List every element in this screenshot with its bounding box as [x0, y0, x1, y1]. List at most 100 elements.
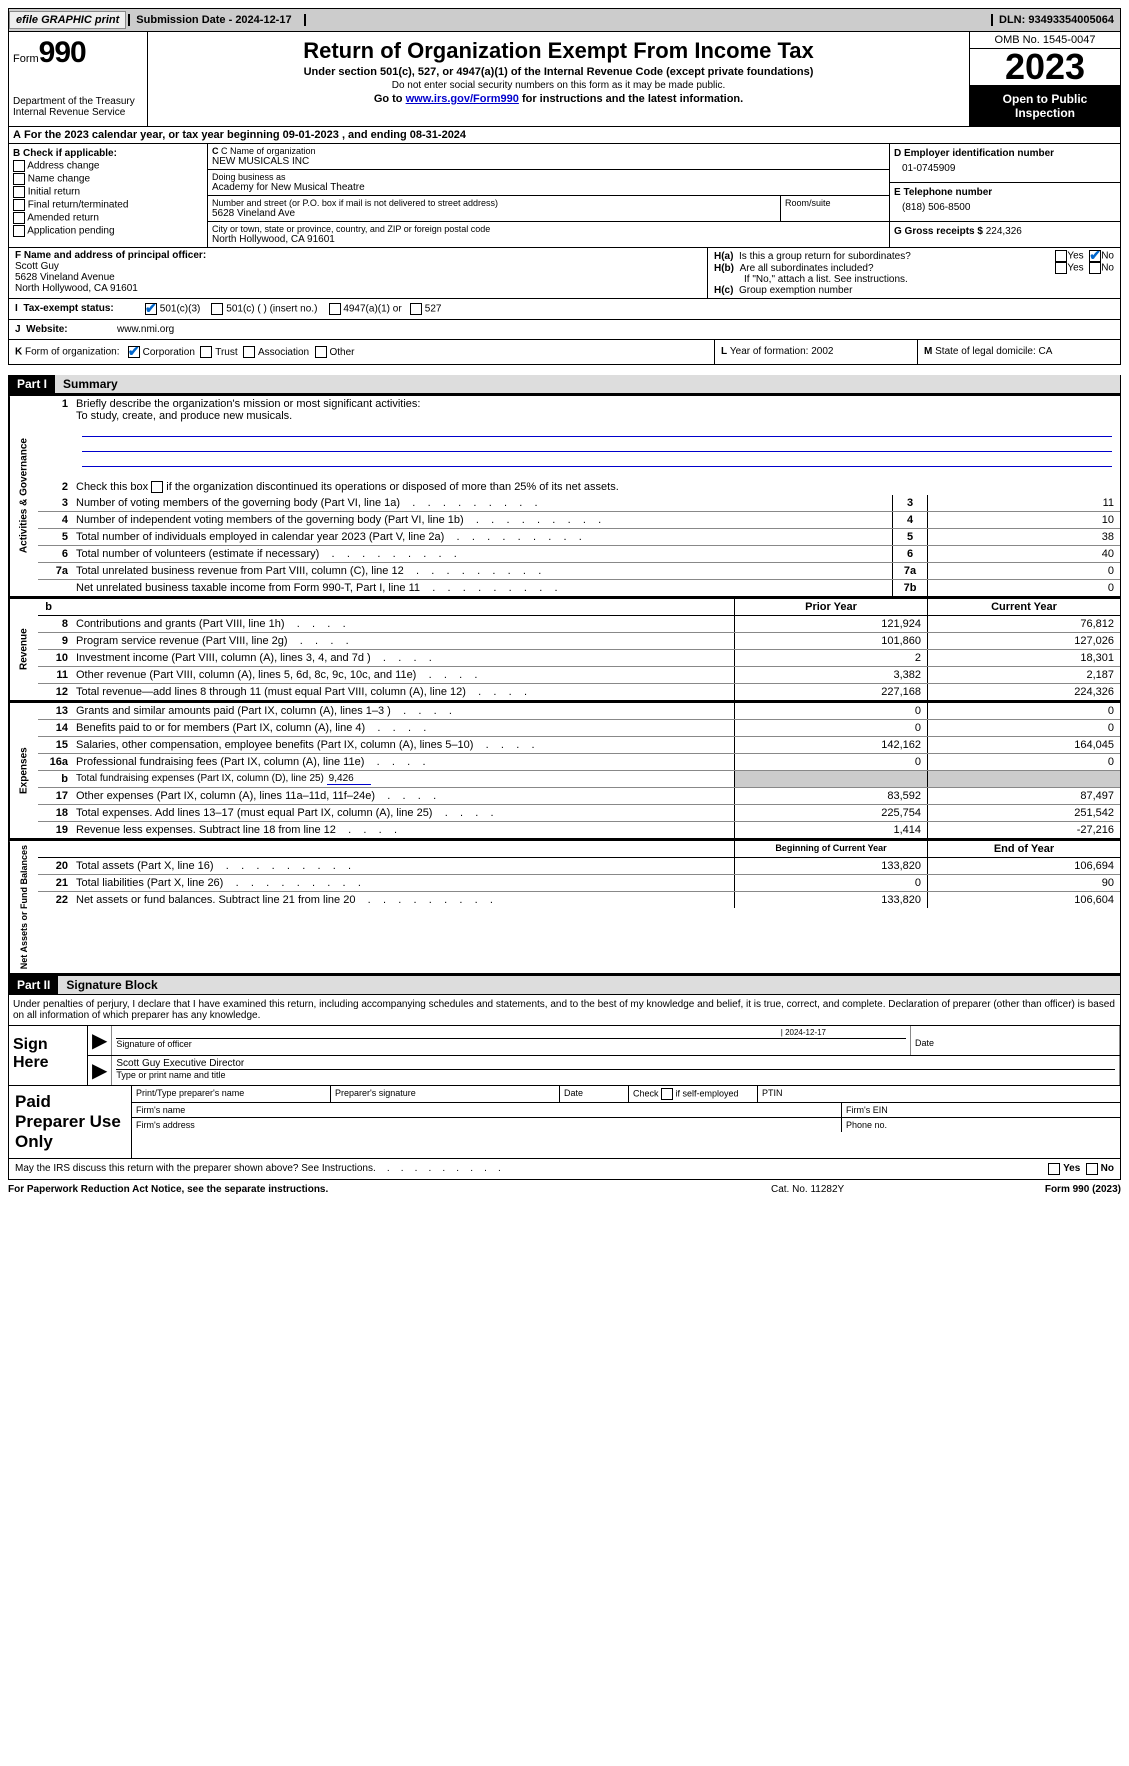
dln: DLN: 93493354005064 [991, 14, 1120, 26]
arrow-icon: ▶ [88, 1056, 112, 1085]
summary-row: 11Other revenue (Part VIII, column (A), … [38, 667, 1120, 684]
box-c: C C Name of organization NEW MUSICALS IN… [208, 144, 889, 247]
checkbox[interactable] [315, 346, 327, 358]
summary-row: Net unrelated business taxable income fr… [38, 580, 1120, 596]
part2-header: Part II Signature Block [8, 974, 1121, 995]
summary-row: 20Total assets (Part X, line 16)133,8201… [38, 858, 1120, 875]
checkbox[interactable] [128, 346, 140, 358]
box-d: D Employer identification number 01-0745… [889, 144, 1120, 247]
checkbox-line: Amended return [13, 212, 203, 224]
submission-date: Submission Date - 2024-12-17 [128, 14, 305, 26]
summary-row: 12Total revenue—add lines 8 through 11 (… [38, 684, 1120, 700]
box-f: F Name and address of principal officer:… [9, 248, 707, 298]
mission: To study, create, and produce new musica… [76, 410, 292, 422]
officer-name: Scott Guy Executive Director [116, 1058, 1115, 1070]
checkbox-line: Final return/terminated [13, 199, 203, 211]
summary-row: 10Investment income (Part VIII, column (… [38, 650, 1120, 667]
checkbox-line: Name change [13, 173, 203, 185]
header-left: Form990 Department of the Treasury Inter… [9, 32, 148, 126]
summary-row: 4Number of independent voting members of… [38, 512, 1120, 529]
row-k: K Form of organization: Corporation Trus… [8, 340, 1121, 365]
checkbox[interactable] [13, 173, 25, 185]
city-state-zip: North Hollywood, CA 91601 [212, 234, 885, 245]
goto-line: Go to www.irs.gov/Form990 for instructio… [168, 93, 949, 105]
checkbox[interactable] [200, 346, 212, 358]
goto-link[interactable]: www.irs.gov/Form990 [406, 93, 519, 105]
form-title: Return of Organization Exempt From Incom… [168, 38, 949, 64]
checkbox[interactable] [13, 225, 25, 237]
ssn-note: Do not enter social security numbers on … [168, 80, 949, 91]
checkbox[interactable] [1055, 250, 1067, 262]
arrow-icon: ▶ [88, 1026, 112, 1055]
gross-receipts: 224,326 [986, 226, 1022, 237]
checkbox[interactable] [1086, 1163, 1098, 1175]
form-label: Form [13, 53, 39, 65]
dba: Academy for New Musical Theatre [212, 182, 885, 193]
summary-row: 13Grants and similar amounts paid (Part … [38, 703, 1120, 720]
box-h: H(a) Is this a group return for subordin… [707, 248, 1120, 298]
section-governance: Activities & Governance 1 Briefly descri… [8, 394, 1121, 597]
open-public: Open to Public Inspection [970, 86, 1120, 126]
discuss-row: May the IRS discuss this return with the… [8, 1159, 1121, 1180]
checkbox[interactable] [13, 186, 25, 198]
header-right: OMB No. 1545-0047 2023 Open to Public In… [969, 32, 1120, 126]
checkbox[interactable] [151, 481, 163, 493]
dept-label: Department of the Treasury Internal Reve… [13, 96, 143, 118]
website: www.nmi.org [111, 320, 1120, 339]
phone: (818) 506-8500 [894, 198, 1116, 217]
summary-row: 18Total expenses. Add lines 13–17 (must … [38, 805, 1120, 822]
checkbox[interactable] [1055, 262, 1067, 274]
summary-row: 3Number of voting members of the governi… [38, 495, 1120, 512]
tax-year: 2023 [970, 49, 1120, 86]
summary-row: 8Contributions and grants (Part VIII, li… [38, 616, 1120, 633]
form-header: Form990 Department of the Treasury Inter… [8, 32, 1121, 127]
summary-row: 16aProfessional fundraising fees (Part I… [38, 754, 1120, 771]
checkbox[interactable] [145, 303, 157, 315]
checkbox[interactable] [211, 303, 223, 315]
footer: For Paperwork Reduction Act Notice, see … [8, 1180, 1121, 1199]
summary-row: 22Net assets or fund balances. Subtract … [38, 892, 1120, 908]
checkbox[interactable] [329, 303, 341, 315]
street-address: 5628 Vineland Ave [212, 208, 776, 219]
summary-row: bTotal fundraising expenses (Part IX, co… [38, 771, 1120, 788]
box-b: B Check if applicable: Address change Na… [9, 144, 208, 247]
checkbox-line: Address change [13, 160, 203, 172]
checkbox-line: Initial return [13, 186, 203, 198]
summary-row: 14Benefits paid to or for members (Part … [38, 720, 1120, 737]
form-subtitle: Under section 501(c), 527, or 4947(a)(1)… [168, 66, 949, 78]
row-fh: F Name and address of principal officer:… [8, 248, 1121, 299]
checkbox[interactable] [410, 303, 422, 315]
checkbox[interactable] [661, 1088, 673, 1100]
checkbox[interactable] [13, 160, 25, 172]
summary-row: 19Revenue less expenses. Subtract line 1… [38, 822, 1120, 838]
section-expenses: Expenses 13Grants and similar amounts pa… [8, 701, 1121, 839]
summary-row: 6Total number of volunteers (estimate if… [38, 546, 1120, 563]
checkbox[interactable] [1089, 250, 1101, 262]
summary-row: 5Total number of individuals employed in… [38, 529, 1120, 546]
section-net-assets: Net Assets or Fund Balances Beginning of… [8, 839, 1121, 974]
checkbox[interactable] [13, 212, 25, 224]
summary-row: 21Total liabilities (Part X, line 26)090 [38, 875, 1120, 892]
top-bar: efile GRAPHIC print Submission Date - 20… [8, 8, 1121, 32]
form-number: 990 [39, 36, 86, 69]
row-i: I Tax-exempt status: 501(c)(3) 501(c) ( … [8, 299, 1121, 320]
line-a: A For the 2023 calendar year, or tax yea… [8, 127, 1121, 144]
sign-here-row: Sign Here ▶ | 2024-12-17Signature of off… [9, 1025, 1120, 1085]
efile-label: efile GRAPHIC print [9, 11, 126, 29]
paid-preparer-row: Paid Preparer Use Only Print/Type prepar… [9, 1085, 1120, 1158]
checkbox[interactable] [1048, 1163, 1060, 1175]
checkbox[interactable] [1089, 262, 1101, 274]
checkbox[interactable] [243, 346, 255, 358]
perjury-statement: Under penalties of perjury, I declare th… [9, 995, 1120, 1025]
summary-row: 7aTotal unrelated business revenue from … [38, 563, 1120, 580]
summary-row: 15Salaries, other compensation, employee… [38, 737, 1120, 754]
entity-block: B Check if applicable: Address change Na… [8, 144, 1121, 248]
row-j: J Website: www.nmi.org [8, 320, 1121, 340]
summary-row: 17Other expenses (Part IX, column (A), l… [38, 788, 1120, 805]
signature-block: Under penalties of perjury, I declare th… [8, 995, 1121, 1159]
header-center: Return of Organization Exempt From Incom… [148, 32, 969, 126]
ein: 01-0745909 [894, 159, 1116, 178]
summary-row: 9Program service revenue (Part VIII, lin… [38, 633, 1120, 650]
checkbox[interactable] [13, 199, 25, 211]
section-revenue: Revenue b Prior Year Current Year 8Contr… [8, 597, 1121, 701]
